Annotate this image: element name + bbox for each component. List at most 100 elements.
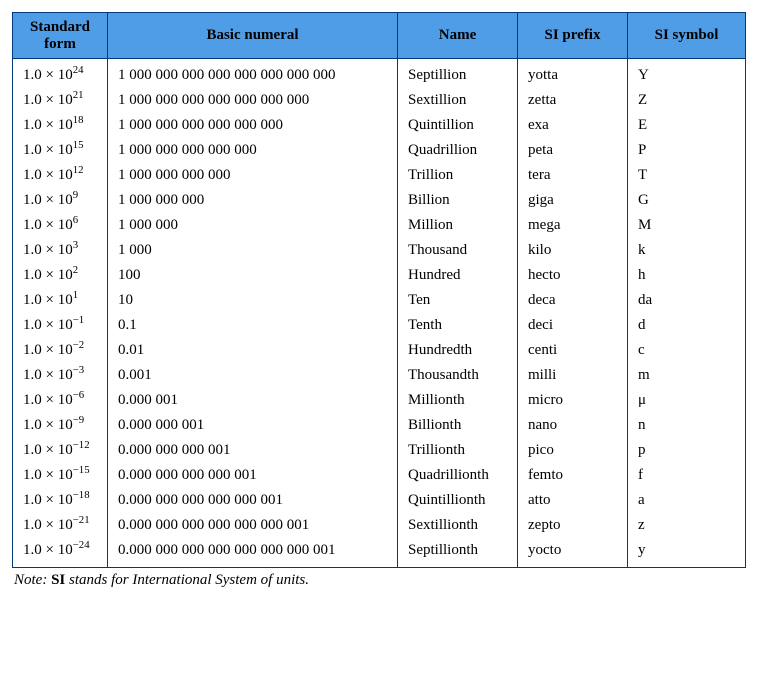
cell-si-prefix: centi (518, 338, 628, 363)
cell-basic-numeral: 0.1 (108, 313, 398, 338)
cell-si-symbol: y (628, 538, 746, 568)
col-header-name: Name (398, 13, 518, 59)
col-header-standard-form: Standard form (13, 13, 108, 59)
cell-standard-form: 1.0 × 10−3 (13, 363, 108, 388)
cell-name: Quadrillionth (398, 463, 518, 488)
cell-si-symbol: P (628, 138, 746, 163)
cell-standard-form: 1.0 × 10−9 (13, 413, 108, 438)
cell-basic-numeral: 0.000 000 000 000 000 000 000 001 (108, 538, 398, 568)
standard-form-base: 1.0 × 10 (23, 392, 73, 408)
standard-form-base: 1.0 × 10 (23, 267, 73, 283)
standard-form-exponent: 12 (73, 164, 84, 176)
cell-si-symbol: da (628, 288, 746, 313)
cell-basic-numeral: 10 (108, 288, 398, 313)
cell-basic-numeral: 0.001 (108, 363, 398, 388)
standard-form-exponent: −21 (73, 514, 90, 526)
cell-si-symbol: d (628, 313, 746, 338)
cell-standard-form: 1.0 × 10−1 (13, 313, 108, 338)
cell-basic-numeral: 0.000 000 000 000 000 001 (108, 488, 398, 513)
cell-si-symbol: Z (628, 88, 746, 113)
standard-form-exponent: 18 (73, 114, 84, 126)
cell-standard-form: 1.0 × 103 (13, 238, 108, 263)
table-row: 1.0 × 10211 000 000 000 000 000 000 000S… (13, 88, 746, 113)
standard-form-base: 1.0 × 10 (23, 117, 73, 133)
standard-form-exponent: −18 (73, 489, 90, 501)
cell-standard-form: 1.0 × 10−12 (13, 438, 108, 463)
standard-form-base: 1.0 × 10 (23, 142, 73, 158)
table-body: 1.0 × 10 24 1 000 000 000 000 000 000 000 … (13, 59, 746, 568)
cell-name: Hundred (398, 263, 518, 288)
table-row: 1.0 × 10−30.001Thousandthmillim (13, 363, 746, 388)
cell-si-symbol: a (628, 488, 746, 513)
cell-basic-numeral: 1 000 000 000 000 000 000 000 000 (108, 59, 398, 89)
standard-form-base: 1.0 × 10 (23, 317, 73, 333)
standard-form-base: 1.0 × 10 (23, 417, 73, 433)
cell-standard-form: 1.0 × 10−2 (13, 338, 108, 363)
cell-name: Millionth (398, 388, 518, 413)
cell-name: Septillion (398, 59, 518, 89)
cell-standard-form: 1.0 × 109 (13, 188, 108, 213)
standard-form-base: 1.0 × 10 (23, 242, 73, 258)
standard-form-base: 1.0 × 10 (23, 167, 73, 183)
cell-standard-form: 1.0 × 10−18 (13, 488, 108, 513)
cell-si-symbol: z (628, 513, 746, 538)
col-header-basic-numeral: Basic numeral (108, 13, 398, 59)
standard-form-base: 1.0 × 10 (23, 192, 73, 208)
cell-basic-numeral: 1 000 000 (108, 213, 398, 238)
standard-form-base: 1.0 × 10 (23, 442, 73, 458)
cell-si-prefix: tera (518, 163, 628, 188)
cell-basic-numeral: 0.000 000 000 000 001 (108, 463, 398, 488)
cell-name: Sextillion (398, 88, 518, 113)
cell-name: Quintillion (398, 113, 518, 138)
table-row: 1.0 × 10−90.000 000 001Billionthnanon (13, 413, 746, 438)
standard-form-exponent: 6 (73, 214, 78, 226)
cell-standard-form: 1.0 × 10−21 (13, 513, 108, 538)
cell-basic-numeral: 0.01 (108, 338, 398, 363)
cell-standard-form: 1.0 × 1015 (13, 138, 108, 163)
note-rest: stands for International System of units… (65, 572, 309, 588)
table-row: 1.0 × 10−20.01Hundredthcentic (13, 338, 746, 363)
standard-form-exponent: 1 (73, 289, 78, 301)
cell-si-symbol: Y (628, 59, 746, 89)
standard-form-base: 1.0 × 10 (23, 517, 73, 533)
cell-standard-form: 1.0 × 106 (13, 213, 108, 238)
cell-si-prefix: giga (518, 188, 628, 213)
standard-form-exponent: 24 (73, 64, 84, 76)
table-row: 1.0 × 10−240.000 000 000 000 000 000 000… (13, 538, 746, 568)
cell-basic-numeral: 1 000 000 000 000 000 (108, 138, 398, 163)
standard-form-base: 1.0 × 10 (23, 367, 73, 383)
cell-name: Billion (398, 188, 518, 213)
cell-si-symbol: μ (628, 388, 746, 413)
note-label: Note: (14, 572, 47, 588)
cell-si-symbol: G (628, 188, 746, 213)
note-bold: SI (51, 572, 65, 588)
table-row: 1.0 × 1018 1 000 000 000 000 000 000Quint… (13, 113, 746, 138)
cell-si-prefix: hecto (518, 263, 628, 288)
table-row: 1.0 × 10−120.000 000 000 001Trillionthpi… (13, 438, 746, 463)
cell-standard-form: 1.0 × 10−24 (13, 538, 108, 568)
standard-form-exponent: −12 (73, 439, 90, 451)
cell-basic-numeral: 1 000 000 000 000 000 000 000 (108, 88, 398, 113)
table-header-row: Standard form Basic numeral Name SI pref… (13, 13, 746, 59)
table-row: 1.0 × 10−150.000 000 000 000 001Quadrill… (13, 463, 746, 488)
standard-form-exponent: −15 (73, 464, 90, 476)
cell-si-prefix: zetta (518, 88, 628, 113)
cell-si-prefix: zepto (518, 513, 628, 538)
standard-form-exponent: −6 (73, 389, 85, 401)
col-header-si-prefix: SI prefix (518, 13, 628, 59)
cell-basic-numeral: 1 000 000 000 000 (108, 163, 398, 188)
standard-form-exponent: 15 (73, 139, 84, 151)
table-row: 1.0 × 10−60.000 001Millionthmicroμ (13, 388, 746, 413)
standard-form-base: 1.0 × 10 (23, 217, 73, 233)
cell-si-prefix: mega (518, 213, 628, 238)
standard-form-exponent: −9 (73, 414, 85, 426)
cell-basic-numeral: 1 000 000 000 000 000 000 (108, 113, 398, 138)
cell-si-symbol: c (628, 338, 746, 363)
cell-name: Quadrillion (398, 138, 518, 163)
cell-name: Billionth (398, 413, 518, 438)
table-row: 1.0 × 1031 000Thousandkilok (13, 238, 746, 263)
cell-si-symbol: M (628, 213, 746, 238)
cell-standard-form: 1.0 × 101 (13, 288, 108, 313)
cell-basic-numeral: 0.000 000 001 (108, 413, 398, 438)
cell-si-prefix: deca (518, 288, 628, 313)
